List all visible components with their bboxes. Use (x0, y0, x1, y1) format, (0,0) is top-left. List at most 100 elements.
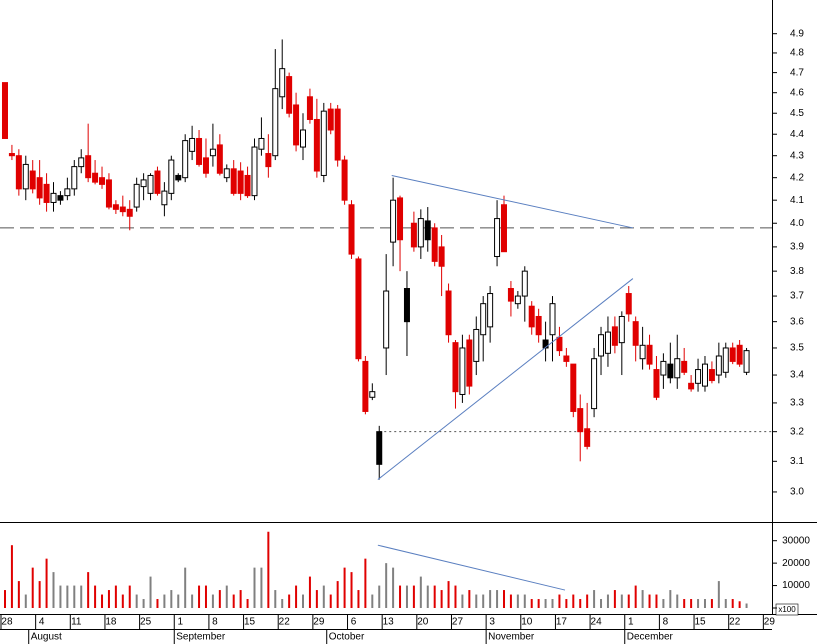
x-tick-label: 11 (71, 617, 82, 628)
candle-body (22, 163, 29, 190)
candle-body (494, 218, 501, 258)
candle-body (410, 222, 417, 248)
candle-body (715, 355, 722, 376)
y-tick-label: 3.1 (790, 456, 804, 467)
x-tick-label: 8 (212, 617, 218, 628)
x-tick-label: 22 (729, 617, 741, 628)
candle-body (237, 170, 244, 194)
x-tick-label: 4 (39, 617, 45, 628)
candle-body (355, 258, 362, 360)
candle-body (549, 303, 556, 336)
volume-trendline (377, 544, 566, 591)
candle-body (584, 428, 591, 447)
candle-body (293, 104, 300, 146)
candle-body (209, 148, 216, 157)
candle-body (514, 295, 521, 305)
x-tick-label: 27 (452, 617, 464, 628)
candle-body (729, 347, 736, 362)
y-tick-label: 4.8 (790, 48, 804, 59)
candle-body (313, 118, 320, 172)
candle-body (674, 358, 681, 379)
candle-body (168, 159, 175, 194)
candle-body (424, 220, 431, 241)
candle-body (258, 137, 265, 150)
volume-tick-label: 10000 (782, 580, 810, 591)
candle-body (376, 431, 383, 465)
x-tick-label: 20 (417, 617, 429, 628)
candle-body (140, 179, 147, 188)
candle-body (604, 331, 611, 354)
candle-body (618, 315, 625, 344)
candle-body (667, 363, 674, 379)
x-tick-label: 22 (279, 617, 291, 628)
candle-body (598, 334, 605, 357)
candle-body (528, 305, 535, 328)
y-tick-label: 4.1 (790, 195, 804, 206)
x-tick-label: 8 (663, 617, 669, 628)
y-tick-label: 4.4 (790, 129, 804, 140)
candle-body (535, 315, 542, 336)
candle-body (452, 342, 459, 393)
candle-body (251, 146, 258, 197)
x-tick-label: 3 (489, 617, 495, 628)
x-tick-label: 10 (521, 617, 533, 628)
candle-body (202, 157, 209, 174)
candle-body (119, 206, 126, 213)
candle-body (64, 188, 71, 197)
candle-body (639, 344, 646, 360)
y-tick-label: 4.0 (790, 218, 804, 229)
candle-body (403, 288, 410, 323)
x-tick-label: 15 (694, 617, 706, 628)
volume-tick-label: 30000 (782, 535, 810, 546)
x-tick-label: 13 (383, 617, 395, 628)
candle-body (577, 408, 584, 433)
trendline (391, 174, 634, 229)
candle-body (701, 363, 708, 387)
candle-body (459, 347, 466, 395)
candle-body (196, 137, 203, 165)
y-tick-label: 3.4 (790, 370, 804, 381)
candle-body (438, 246, 445, 267)
x-tick-label: 17 (556, 617, 568, 628)
volume-tick-label: 20000 (782, 558, 810, 569)
candle-body (300, 129, 307, 148)
y-tick-label: 3.8 (790, 266, 804, 277)
candle-body (383, 290, 390, 349)
candle-body (362, 360, 369, 412)
candle-body (279, 68, 286, 98)
candle-body (265, 153, 272, 168)
candle-body (688, 382, 695, 390)
y-tick-label: 4.3 (790, 150, 804, 161)
candle-body (556, 336, 563, 352)
y-tick-label: 4.9 (790, 28, 804, 39)
candle-body (306, 96, 313, 120)
candle-body (78, 157, 85, 168)
candle-body (50, 192, 57, 203)
candle-body (743, 350, 750, 373)
candle-body (397, 197, 404, 241)
x-tick-label: 24 (591, 617, 603, 628)
y-tick-label: 3.2 (790, 426, 804, 437)
candle-body (334, 108, 341, 161)
candle-body (29, 170, 36, 190)
candle-body (341, 159, 348, 201)
candle-body (625, 293, 632, 315)
x-tick-label: 25 (140, 617, 152, 628)
candle-body (390, 199, 397, 243)
candle-body (99, 177, 106, 185)
candle-body (570, 363, 577, 412)
candle-body (147, 174, 154, 194)
candle-body (36, 177, 43, 199)
candle-body (15, 155, 22, 190)
y-tick-label: 3.7 (790, 291, 804, 302)
candle-body (591, 358, 598, 410)
month-label: October (329, 632, 365, 643)
y-tick-label: 3.5 (790, 343, 804, 354)
candle-body (632, 321, 639, 346)
candle-body (660, 360, 667, 376)
x-tick-label: 15 (244, 617, 256, 628)
candle-body (216, 144, 223, 174)
candle-body (653, 369, 660, 398)
x-tick-label: 29 (764, 617, 776, 628)
candle-body (161, 190, 168, 206)
